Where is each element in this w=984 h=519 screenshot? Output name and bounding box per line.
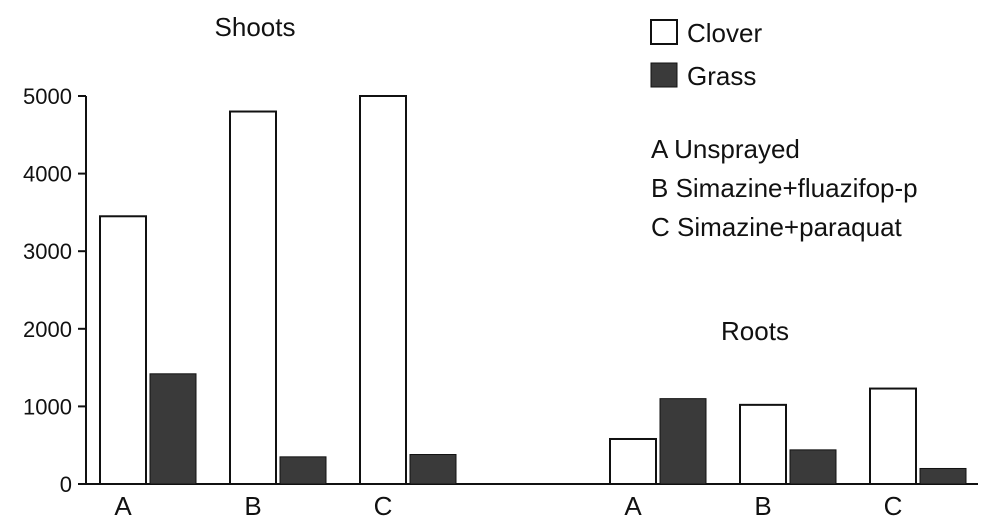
bar-roots-a-clover	[609, 437, 657, 486]
group-label-roots: Roots	[721, 316, 789, 346]
y-tick-label: 3000	[23, 239, 72, 264]
y-axis-ticks: 0 1000 2000 3000 4000 5000	[23, 84, 86, 497]
bar-roots-b-grass	[789, 449, 837, 485]
category-label-roots-a: A	[624, 491, 642, 519]
legend: Clover Grass	[650, 18, 762, 91]
annotation-b: B Simazine+fluazifop-p	[651, 173, 918, 203]
bar-roots-c-clover	[869, 387, 917, 485]
legend-label-clover: Clover	[687, 18, 762, 48]
category-label-roots-c: C	[884, 491, 903, 519]
bar-shoots-a-clover	[99, 215, 147, 485]
legend-swatch-clover	[650, 19, 678, 45]
y-tick-label: 1000	[23, 394, 72, 419]
y-tick-label: 4000	[23, 162, 72, 187]
bar-shoots-a-grass	[149, 373, 197, 485]
category-label-shoots-b: B	[244, 491, 261, 519]
bars	[99, 95, 967, 486]
bar-roots-c-grass	[919, 467, 967, 485]
y-tick-label: 0	[60, 472, 72, 497]
bar-shoots-b-clover	[229, 110, 277, 486]
legend-label-grass: Grass	[687, 61, 756, 91]
y-tick-label: 2000	[23, 317, 72, 342]
annotation-a: A Unsprayed	[651, 134, 800, 164]
bar-roots-a-grass	[659, 398, 707, 485]
category-label-shoots-a: A	[114, 491, 132, 519]
legend-swatch-grass	[650, 62, 678, 88]
bar-shoots-c-grass	[409, 454, 457, 485]
category-label-roots-b: B	[754, 491, 771, 519]
y-tick-label: 5000	[23, 84, 72, 109]
bar-shoots-b-grass	[279, 456, 327, 485]
annotation-c: C Simazine+paraquat	[651, 212, 903, 242]
treatment-key: A Unsprayed B Simazine+fluazifop-p C Sim…	[651, 134, 918, 242]
bar-shoots-c-clover	[359, 95, 407, 485]
category-label-shoots-c: C	[374, 491, 393, 519]
bar-roots-b-clover	[739, 403, 787, 485]
group-label-shoots: Shoots	[215, 12, 296, 42]
